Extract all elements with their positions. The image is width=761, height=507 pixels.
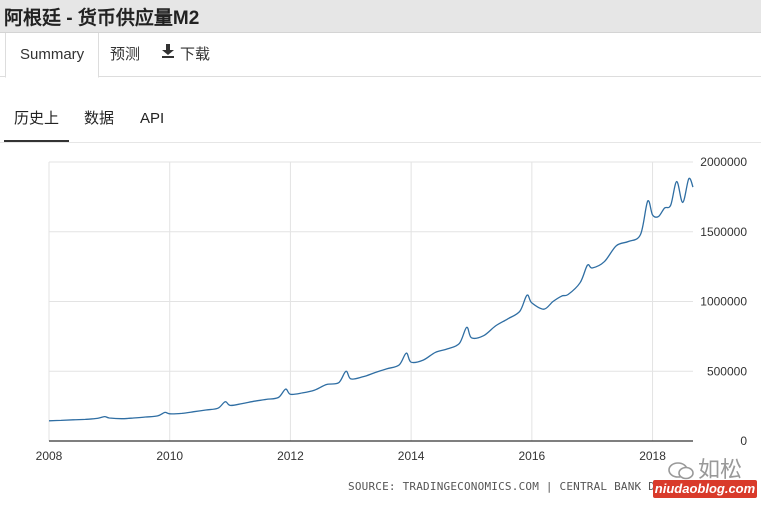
y-tick-label: 1500000 <box>700 225 747 239</box>
y-tick-label: 1000000 <box>700 295 747 309</box>
wechat-icon <box>668 461 694 481</box>
x-tick-label: 2008 <box>36 449 63 463</box>
watermark-site: niudaoblog.com <box>653 480 757 498</box>
tab-download-label: 下载 <box>180 46 211 63</box>
tab-download[interactable]: 下载 <box>162 33 210 76</box>
x-tick-label: 2010 <box>156 449 183 463</box>
tab-forecast-label: 预测 <box>110 46 141 63</box>
series-line <box>48 177 694 422</box>
watermark: 如松 <box>668 452 742 484</box>
title-bar: 阿根廷 - 货币供应量M2 <box>0 0 761 33</box>
x-tick-label: 2018 <box>639 449 666 463</box>
tab-forecast[interactable]: 预测 <box>110 33 140 76</box>
line-chart: 2008 2010 2012 2014 2016 2018 0 500000 1000000 15… <box>36 155 748 463</box>
tab-bar: Summary 预测 下载 <box>0 33 761 78</box>
subtab-data-label: 数据 <box>84 110 115 127</box>
subtab-api[interactable]: API <box>140 98 164 140</box>
y-tick-label: 500000 <box>707 364 747 378</box>
x-tick-label: 2014 <box>398 449 425 463</box>
download-icon <box>162 32 174 75</box>
y-tick-label: 2000000 <box>700 155 747 169</box>
page-title: 阿根廷 - 货币供应量M2 <box>4 8 200 29</box>
subtab-history-label: 历史上 <box>14 110 60 127</box>
tab-summary[interactable]: Summary <box>5 33 100 78</box>
source-note: SOURCE: TRADINGECONOMICS.COM | CENTRAL B… <box>348 480 731 493</box>
x-tick-label: 2016 <box>518 449 545 463</box>
subtab-data[interactable]: 数据 <box>84 98 114 140</box>
subtab-api-label: API <box>140 110 165 127</box>
watermark-text: 如松 <box>698 457 743 482</box>
subtab-history[interactable]: 历史上 <box>4 98 70 142</box>
x-tick-label: 2012 <box>277 449 304 463</box>
sub-tab-bar: 历史上 数据 API <box>0 98 761 143</box>
tab-summary-label: Summary <box>20 46 85 63</box>
y-tick-label: 0 <box>740 434 747 448</box>
